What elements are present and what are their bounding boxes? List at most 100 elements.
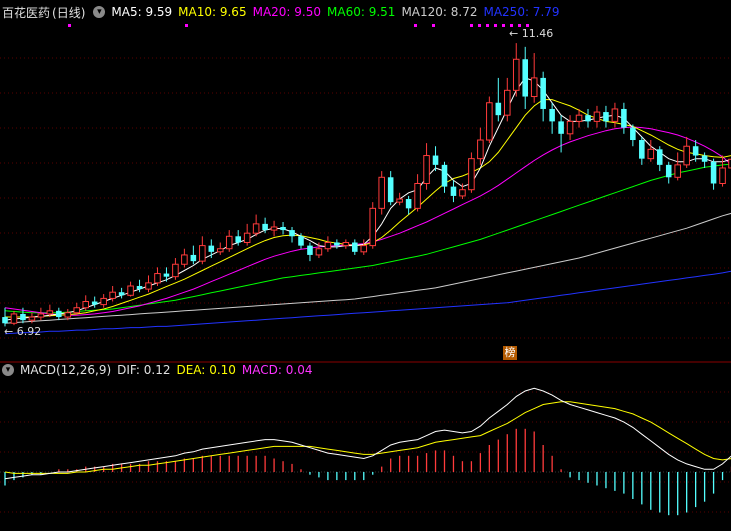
candle-body	[307, 245, 313, 255]
candle-body	[575, 114, 583, 122]
candle-body	[109, 291, 116, 299]
low-price-value: 6.92	[16, 325, 42, 338]
candle-body	[20, 313, 26, 321]
candle-body	[504, 89, 511, 116]
candle-body	[414, 183, 421, 209]
candle-body	[621, 108, 627, 128]
candle-body	[216, 248, 224, 253]
chevron-down-icon[interactable]: ▾	[93, 6, 106, 18]
ma-legend-item: MA250: 7.79	[483, 5, 560, 19]
candle-body	[701, 155, 708, 162]
ma250-line	[4, 270, 731, 335]
candle-body	[423, 155, 430, 185]
dea-value: 0.10	[209, 363, 236, 377]
signal-dot	[414, 24, 417, 27]
candle-body	[360, 245, 368, 253]
candle-body	[73, 307, 81, 314]
candle-body	[603, 112, 609, 122]
candle-body	[486, 102, 493, 141]
candle-body	[225, 235, 233, 250]
candle-body	[199, 245, 206, 262]
chevron-down-icon[interactable]: ▾	[2, 364, 14, 376]
high-price-mark: ← 11.46	[509, 27, 554, 40]
ma-legend-item: MA120: 8.72	[401, 5, 478, 19]
candle-body	[262, 223, 268, 231]
candle-body	[46, 310, 54, 315]
dif-line	[4, 387, 731, 480]
candle-body	[172, 263, 179, 278]
ma5-line	[4, 77, 731, 321]
signal-dot	[494, 24, 497, 27]
candle-body	[324, 242, 332, 250]
macd-label: MACD:	[241, 363, 282, 377]
candle-body	[190, 254, 197, 262]
candle-body	[56, 310, 62, 318]
candle-body	[530, 77, 538, 98]
candle-body	[208, 245, 215, 252]
candle-body	[118, 292, 125, 296]
candle-body	[2, 317, 8, 324]
ma60-line	[4, 163, 731, 314]
candle-body	[154, 273, 161, 284]
candle-body	[432, 155, 439, 165]
candle-body	[145, 282, 152, 290]
candle-body	[100, 297, 107, 306]
candle-body	[630, 127, 636, 141]
ma-legend-item: MA10: 9.65	[178, 5, 247, 19]
ma10-line	[5, 99, 731, 318]
candle-body	[719, 167, 726, 185]
candle-body	[280, 226, 286, 231]
macd-value: 0.04	[285, 363, 313, 377]
candle-body	[342, 242, 350, 247]
candle-body	[252, 223, 260, 234]
signal-dot	[502, 24, 505, 27]
candle-body	[593, 111, 601, 122]
candle-body	[91, 301, 98, 305]
ma-legend: MA5: 9.59 MA10: 9.65 MA20: 9.50 MA60: 9.51 M…	[111, 5, 559, 19]
dif-value: 0.12	[143, 363, 171, 377]
candle-body	[566, 120, 574, 135]
high-price-value: 11.46	[521, 27, 554, 40]
candle-body	[477, 139, 484, 160]
macd-title: MACD(12,26,9)	[20, 363, 112, 377]
candle-body	[512, 58, 520, 91]
candle-body	[378, 176, 385, 209]
candle-body	[710, 161, 717, 184]
stock-name: 百花医药	[2, 5, 51, 20]
macd-header: ▾ MACD(12,26,9) DIF: 0.12 DEA: 0.10 MACD…	[0, 361, 312, 379]
candle-body	[181, 254, 188, 265]
candle-body	[683, 145, 690, 166]
candle-body	[289, 230, 295, 237]
candle-body	[82, 301, 90, 309]
dif-label: DIF:	[117, 363, 140, 377]
candle-body	[459, 189, 466, 197]
candle-body	[28, 316, 36, 321]
candle-body	[495, 102, 502, 116]
candle-body	[450, 186, 457, 196]
candle-body	[405, 199, 412, 209]
candle-body	[64, 312, 72, 318]
candle-body	[611, 108, 619, 122]
signal-dot	[510, 24, 513, 27]
signal-dot	[68, 24, 71, 27]
candle-body	[656, 149, 663, 165]
signal-dot	[518, 24, 521, 27]
candle-body	[315, 248, 323, 256]
candle-body	[298, 236, 304, 246]
candle-body	[243, 232, 251, 244]
signal-dot	[432, 24, 435, 27]
candle-body	[522, 59, 529, 97]
signal-dot	[526, 24, 529, 27]
candle-body	[352, 242, 358, 252]
candle-body	[235, 236, 241, 243]
rank-badge[interactable]: 榜	[503, 346, 517, 360]
candle-body	[136, 285, 143, 290]
candle-body	[396, 198, 403, 203]
signal-dot	[478, 24, 481, 27]
candle-body	[549, 108, 555, 122]
candle-body	[10, 313, 18, 324]
candle-body	[585, 115, 591, 122]
candle-body	[558, 121, 564, 134]
ma-legend-item: MA20: 9.50	[252, 5, 322, 19]
